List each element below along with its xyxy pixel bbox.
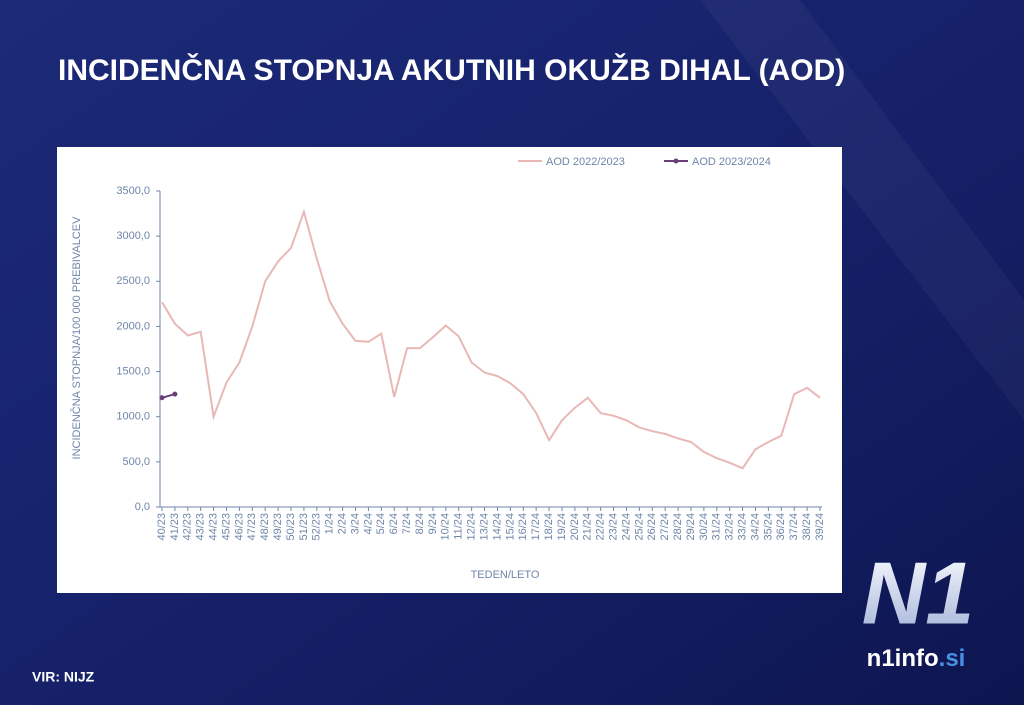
x-tick-label: 47/23 xyxy=(246,513,258,541)
x-tick-label: 50/23 xyxy=(285,513,297,541)
y-tick-label: 3500,0 xyxy=(116,185,150,197)
x-tick-label: 8/24 xyxy=(414,513,426,534)
x-tick-label: 16/24 xyxy=(517,513,529,541)
y-tick-label: 0,0 xyxy=(135,501,150,513)
chart-panel xyxy=(57,147,842,593)
x-tick-label: 49/23 xyxy=(272,513,284,541)
legend-label: AOD 2023/2024 xyxy=(692,156,771,168)
x-tick-label: 9/24 xyxy=(427,513,439,534)
y-tick-label: 1000,0 xyxy=(116,411,150,423)
x-tick-label: 27/24 xyxy=(659,513,671,541)
point xyxy=(159,395,165,401)
legend-label: AOD 2022/2023 xyxy=(546,156,625,168)
x-tick-label: 52/23 xyxy=(311,513,323,541)
x-tick-label: 14/24 xyxy=(491,513,503,541)
x-tick-label: 20/24 xyxy=(569,513,581,541)
x-tick-label: 46/23 xyxy=(233,513,245,541)
y-tick-label: 2500,0 xyxy=(116,275,150,287)
x-tick-label: 38/24 xyxy=(801,513,813,541)
x-tick-label: 6/24 xyxy=(388,513,400,534)
x-tick-label: 12/24 xyxy=(466,513,478,541)
x-tick-label: 35/24 xyxy=(762,513,774,541)
y-tick-label: 1500,0 xyxy=(116,365,150,377)
x-tick-label: 44/23 xyxy=(208,513,220,541)
x-tick-label: 51/23 xyxy=(298,513,310,541)
x-tick-label: 5/24 xyxy=(375,513,387,534)
x-tick-label: 30/24 xyxy=(698,513,710,541)
x-tick-label: 18/24 xyxy=(543,513,555,541)
logo-site-name: n1info xyxy=(867,645,939,672)
source: VIR: NIJZ xyxy=(32,669,95,685)
legend-marker xyxy=(673,158,679,164)
x-axis-title: TEDEN/LETO xyxy=(471,569,540,581)
x-tick-label: 17/24 xyxy=(530,513,542,541)
x-tick-label: 23/24 xyxy=(607,513,619,541)
x-tick-label: 41/23 xyxy=(169,513,181,541)
x-tick-label: 39/24 xyxy=(814,513,826,541)
y-tick-label: 3000,0 xyxy=(116,230,150,242)
x-tick-label: 11/24 xyxy=(453,513,465,540)
x-tick-label: 3/24 xyxy=(349,513,361,534)
x-tick-label: 40/23 xyxy=(156,513,168,541)
x-tick-label: 4/24 xyxy=(362,513,374,534)
x-tick-label: 48/23 xyxy=(259,513,271,541)
x-tick-label: 26/24 xyxy=(646,513,658,541)
x-tick-label: 32/24 xyxy=(724,513,736,541)
x-tick-label: 42/23 xyxy=(182,513,194,541)
x-tick-label: 19/24 xyxy=(556,513,568,541)
series-line xyxy=(161,208,821,470)
x-tick-label: 31/24 xyxy=(711,513,723,541)
x-tick-label: 33/24 xyxy=(736,513,748,541)
logo-site: n1info.si xyxy=(867,645,966,672)
x-tick-label: 24/24 xyxy=(620,513,632,541)
x-tick-label: 21/24 xyxy=(582,513,594,541)
x-tick-label: 37/24 xyxy=(788,513,800,541)
x-tick-label: 2/24 xyxy=(337,513,349,534)
x-tick-label: 34/24 xyxy=(749,513,761,541)
x-tick-label: 13/24 xyxy=(478,513,490,541)
point xyxy=(172,391,178,397)
x-tick-label: 29/24 xyxy=(685,513,697,541)
x-tick-label: 7/24 xyxy=(401,513,413,534)
decor xyxy=(700,0,1024,420)
logo-mark: N1 xyxy=(862,543,975,642)
logo-domain: .si xyxy=(939,645,966,672)
x-tick-label: 25/24 xyxy=(633,513,645,541)
headline: INCIDENČNA STOPNJA AKUTNIH OKUŽB DIHAL (… xyxy=(58,53,845,87)
y-tick-label: 500,0 xyxy=(122,456,150,468)
x-tick-label: 45/23 xyxy=(220,513,232,541)
x-tick-label: 1/24 xyxy=(324,513,336,534)
x-tick-label: 28/24 xyxy=(672,513,684,541)
x-tick-label: 15/24 xyxy=(504,513,516,541)
y-tick-label: 2000,0 xyxy=(116,320,150,332)
x-tick-label: 22/24 xyxy=(595,513,607,541)
x-tick-label: 10/24 xyxy=(440,513,452,541)
y-axis-title: INCIDENČNA STOPNJA/100 000 PREBIVALCEV xyxy=(70,216,83,460)
x-tick-label: 36/24 xyxy=(775,513,787,541)
x-tick-label: 43/23 xyxy=(195,513,207,541)
